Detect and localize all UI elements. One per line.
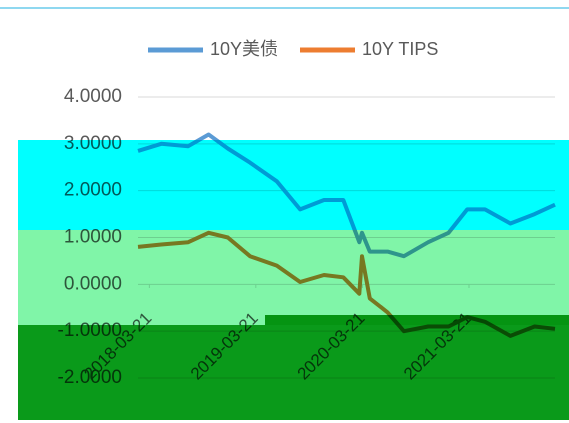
overlay-darkgreen-step xyxy=(265,315,569,325)
y-tick-label: 4.0000 xyxy=(64,86,122,107)
legend-label: 10Y美债 xyxy=(210,39,278,59)
legend-label: 10Y TIPS xyxy=(362,39,438,59)
overlay-cyan xyxy=(18,140,569,230)
overlay-lightgreen xyxy=(18,230,569,325)
overlay-darkgreen xyxy=(18,325,569,420)
